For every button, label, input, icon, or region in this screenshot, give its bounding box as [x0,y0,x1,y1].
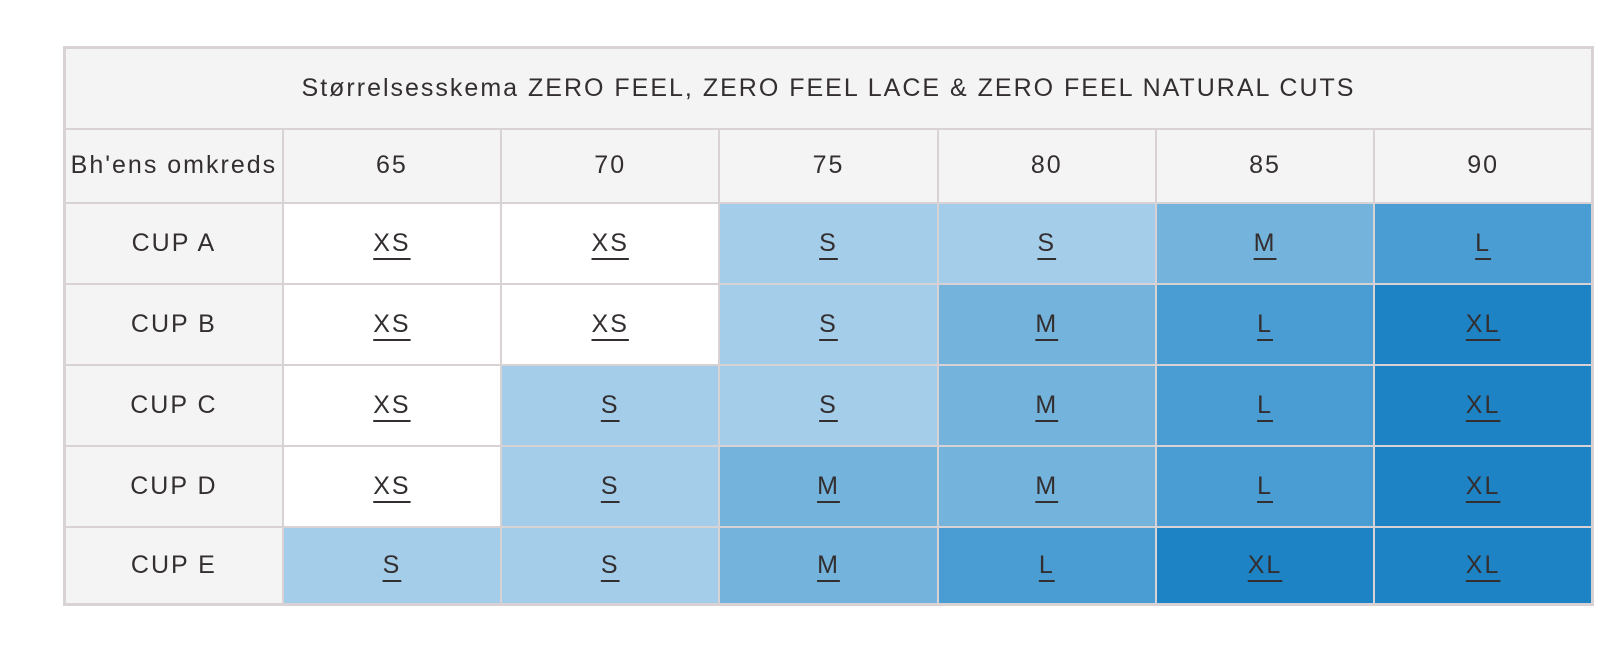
size-cell: XS [281,363,503,447]
cup-row-label: CUP A [63,201,284,285]
band-size-column-90: 90 [1373,127,1594,204]
size-link-s[interactable]: S [819,390,838,419]
table-title: Størrelsesskema ZERO FEEL, ZERO FEEL LAC… [63,46,1594,130]
size-link-s[interactable]: S [1037,228,1057,257]
size-link-s[interactable]: S [819,228,838,257]
size-cell: S [500,525,721,606]
size-cell: S [936,201,1157,285]
size-link-l[interactable]: L [1475,228,1492,257]
size-cell: L [1154,363,1376,447]
size-cell: S [500,363,721,447]
size-cell: L [1373,201,1594,285]
size-link-xl[interactable]: XL [1465,471,1501,500]
size-link-xl[interactable]: XL [1465,390,1501,419]
size-cell: XS [281,282,503,366]
size-cell: XS [281,444,503,528]
size-link-l[interactable]: L [1257,390,1273,419]
band-size-column-65: 65 [281,127,503,204]
table-row-cup-a: CUP A XS XS S S M L [63,201,1594,285]
size-cell: L [1154,282,1376,366]
size-link-xs[interactable]: XS [373,228,411,257]
size-cell: M [1154,201,1376,285]
size-chart: Størrelsesskema ZERO FEEL, ZERO FEEL LAC… [63,46,1594,606]
size-cell: XS [500,201,721,285]
size-link-s[interactable]: S [819,309,838,338]
size-cell: M [936,444,1157,528]
band-size-header: Bh'ens omkreds [63,127,284,204]
size-cell: XL [1373,282,1594,366]
size-link-s[interactable]: S [382,550,402,579]
band-size-column-75: 75 [718,127,939,204]
size-cell: XS [500,282,721,366]
title-row: Størrelsesskema ZERO FEEL, ZERO FEEL LAC… [63,46,1594,130]
table-row-cup-c: CUP C XS S S M L XL [63,363,1594,447]
size-link-m[interactable]: M [1035,390,1059,419]
size-link-s[interactable]: S [600,471,620,500]
cup-row-label: CUP D [63,444,284,528]
size-cell: M [718,525,939,606]
cup-row-label: CUP B [63,282,284,366]
size-link-xs[interactable]: XS [591,309,629,338]
size-cell: XL [1373,444,1594,528]
band-size-column-85: 85 [1154,127,1376,204]
size-cell: XL [1373,525,1594,606]
header-row: Bh'ens omkreds 65 70 75 80 85 90 [63,127,1594,204]
size-link-l[interactable]: L [1038,550,1055,579]
size-cell: M [936,282,1157,366]
size-link-xs[interactable]: XS [591,228,629,257]
size-link-s[interactable]: S [600,390,620,419]
size-cell: S [718,201,939,285]
size-cell: S [500,444,721,528]
band-size-column-80: 80 [936,127,1157,204]
size-cell: XS [281,201,503,285]
size-link-xs[interactable]: XS [373,309,411,338]
size-link-xl[interactable]: XL [1247,550,1283,579]
cup-row-label: CUP E [63,525,284,606]
table-row-cup-b: CUP B XS XS S M L XL [63,282,1594,366]
size-cell: S [718,282,939,366]
cup-row-label: CUP C [63,363,284,447]
size-link-l[interactable]: L [1257,471,1273,500]
size-link-xl[interactable]: XL [1465,309,1501,338]
size-cell: M [718,444,939,528]
size-cell: S [718,363,939,447]
size-link-xs[interactable]: XS [373,390,411,419]
size-cell: L [1154,444,1376,528]
size-link-m[interactable]: M [817,550,840,579]
size-cell: M [936,363,1157,447]
size-cell: S [281,525,503,606]
size-link-l[interactable]: L [1257,309,1273,338]
size-link-s[interactable]: S [600,550,620,579]
size-link-xl[interactable]: XL [1465,550,1501,579]
size-link-xs[interactable]: XS [373,471,411,500]
size-cell: XL [1373,363,1594,447]
table-row-cup-d: CUP D XS S M M L XL [63,444,1594,528]
size-link-m[interactable]: M [1035,309,1059,338]
band-size-column-70: 70 [500,127,721,204]
table-row-cup-e: CUP E S S M L XL XL [63,525,1594,606]
size-link-m[interactable]: M [1035,471,1059,500]
size-cell: XL [1154,525,1376,606]
size-cell: L [936,525,1157,606]
size-link-m[interactable]: M [1253,228,1277,257]
size-link-m[interactable]: M [817,471,840,500]
size-chart-table: Størrelsesskema ZERO FEEL, ZERO FEEL LAC… [63,46,1594,606]
